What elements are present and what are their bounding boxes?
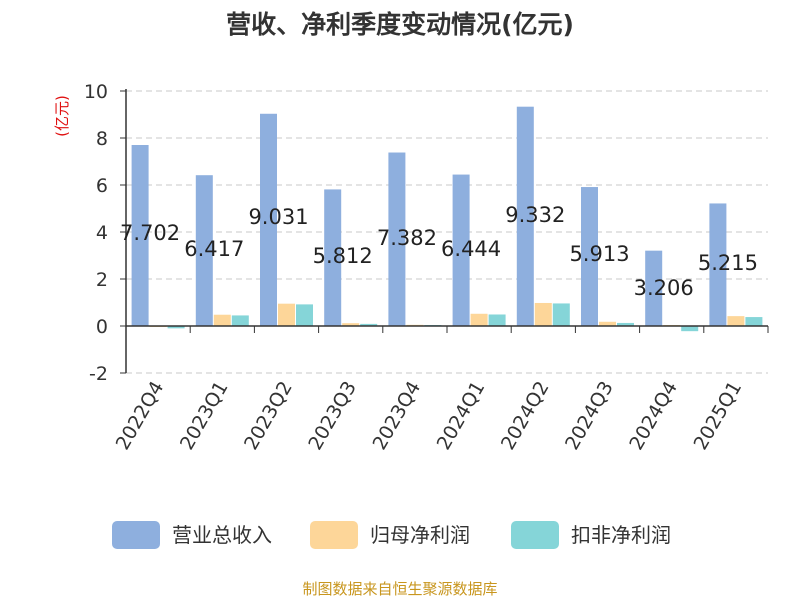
bar-营业总收入-2025Q1: [709, 203, 727, 326]
x-tick-label: 2023Q2: [240, 378, 297, 454]
bar-扣非净利润-2024Q2: [552, 303, 570, 326]
data-label: 5.215: [698, 251, 758, 275]
x-tick-label: 2024Q1: [433, 377, 490, 453]
x-tick-label: 2025Q1: [689, 378, 746, 454]
legend-item: 归母净利润: [310, 521, 470, 549]
bar-归母净利润-2024Q3: [599, 321, 616, 326]
data-label: 3.206: [634, 276, 694, 300]
data-label: 6.417: [184, 237, 244, 261]
y-tick-label: 8: [96, 128, 108, 150]
x-tick-label: 2023Q1: [176, 378, 233, 454]
x-tick-label: 2024Q2: [497, 378, 554, 454]
bar-归母净利润-2024Q1: [470, 313, 488, 326]
y-axis-ticks: -2 0 2 4 6 8 10: [84, 81, 126, 385]
data-label: 7.382: [377, 226, 437, 250]
bars: [131, 106, 763, 332]
y-tick-label: -2: [89, 363, 108, 385]
bar-营业总收入-2022Q4: [131, 145, 149, 326]
bar-营业总收入-2023Q2: [260, 113, 277, 326]
bar-扣非净利润-2024Q3: [617, 322, 634, 326]
bar-扣非净利润-2023Q2: [296, 304, 313, 326]
x-tick-label: 2023Q3: [304, 378, 361, 454]
legend-swatch: [511, 521, 559, 549]
legend-swatch: [112, 521, 160, 549]
bar-归母净利润-2025Q1: [727, 316, 745, 326]
y-tick-label: 0: [96, 316, 108, 338]
bar-归母净利润-2024Q2: [534, 302, 552, 326]
legend-swatch: [310, 521, 358, 549]
data-label: 7.702: [120, 221, 180, 245]
bar-扣非净利润-2023Q3: [360, 323, 378, 326]
legend-item: 扣非净利润: [511, 521, 671, 549]
legend-item: 营业总收入: [112, 521, 272, 549]
data-label: 5.913: [569, 242, 629, 266]
data-label: 9.332: [505, 203, 565, 227]
bar-扣非净利润-2022Q4: [167, 326, 185, 329]
legend-label: 归母净利润: [370, 523, 470, 547]
data-label: 9.031: [248, 205, 308, 229]
bar-营业总收入-2023Q1: [195, 175, 213, 326]
y-axis-unit: (亿元): [53, 95, 71, 137]
bar-营业总收入-2023Q4: [388, 152, 406, 326]
y-tick-label: 4: [96, 222, 108, 244]
legend-label: 营业总收入: [172, 523, 272, 547]
x-tick-label: 2023Q4: [368, 378, 425, 454]
legend: 营业总收入 归母净利润 扣非净利润: [112, 521, 671, 549]
bar-营业总收入-2024Q4: [645, 250, 663, 326]
x-tick-label: 2022Q4: [112, 378, 169, 454]
bar-归母净利润-2023Q1: [213, 314, 231, 326]
bar-扣非净利润-2023Q1: [231, 315, 249, 326]
x-tick-label: 2024Q3: [561, 378, 618, 454]
bar-营业总收入-2024Q2: [516, 106, 534, 326]
data-label: 6.444: [441, 237, 501, 261]
y-tick-label: 10: [84, 81, 108, 103]
legend-label: 扣非净利润: [571, 523, 671, 547]
chart-title: 营收、净利季度变动情况(亿元): [226, 10, 574, 39]
bar-扣非净利润-2024Q1: [488, 314, 506, 326]
bar-归母净利润-2023Q3: [342, 323, 360, 326]
y-tick-label: 6: [96, 175, 108, 197]
bar-归母净利润-2023Q2: [278, 303, 295, 326]
data-label: 5.812: [313, 244, 373, 268]
source-note: 制图数据来自恒生聚源数据库: [302, 580, 497, 598]
bar-扣非净利润-2025Q1: [745, 317, 763, 326]
bar-扣非净利润-2024Q4: [681, 326, 699, 332]
bar-营业总收入-2024Q3: [581, 187, 598, 326]
bar-营业总收入-2023Q3: [324, 189, 342, 326]
bar-营业总收入-2024Q1: [452, 174, 470, 326]
x-axis-ticks: 2022Q4 2023Q1 2023Q2 2023Q3 2023Q4 2024Q1 2024…: [112, 326, 769, 454]
x-tick-label: 2024Q4: [625, 378, 682, 454]
y-tick-label: 2: [96, 269, 108, 291]
